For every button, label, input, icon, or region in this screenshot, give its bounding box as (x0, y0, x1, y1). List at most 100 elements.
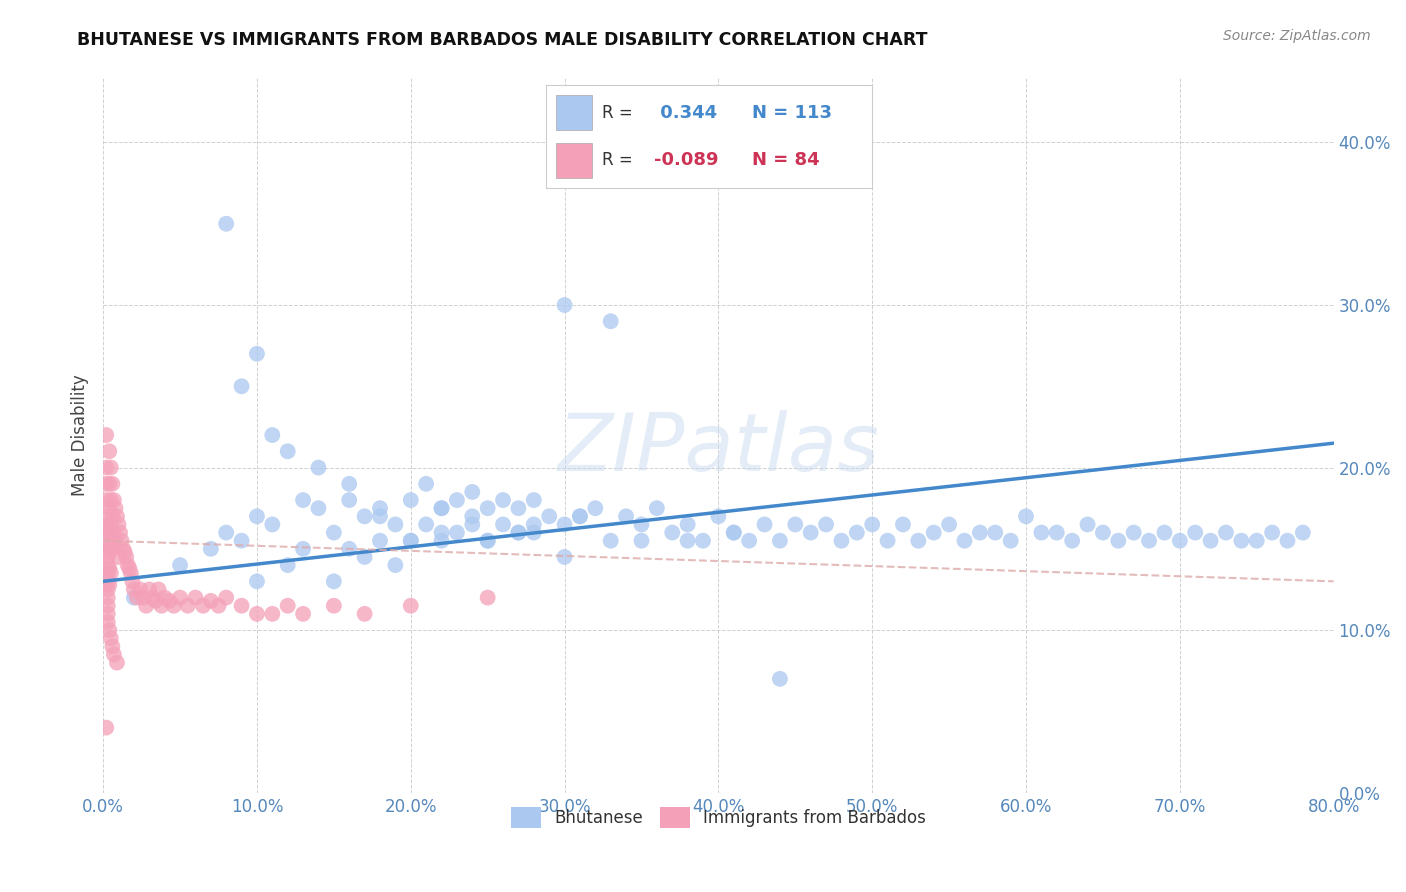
Point (984, 525, 1007, 540)
Point (101, 509, 124, 524)
Point (337, 493, 360, 508)
Point (599, 314, 621, 328)
Point (132, 591, 155, 605)
Point (135, 599, 157, 613)
Point (122, 591, 145, 605)
Point (1000, 533, 1022, 548)
Point (554, 517, 576, 532)
Point (105, 656, 128, 670)
Text: BHUTANESE VS IMMIGRANTS FROM BARBADOS MALE DISABILITY CORRELATION CHART: BHUTANESE VS IMMIGRANTS FROM BARBADOS MA… (77, 31, 928, 49)
Point (120, 566, 142, 581)
Point (177, 599, 200, 613)
Point (461, 509, 484, 524)
Point (785, 517, 807, 532)
Point (1199, 533, 1222, 548)
Point (769, 672, 792, 686)
Point (568, 509, 591, 524)
Point (1230, 533, 1253, 548)
Point (277, 444, 299, 458)
Point (107, 549, 129, 564)
Point (97, 582, 120, 597)
Point (148, 582, 170, 597)
Point (538, 509, 561, 524)
Point (845, 525, 868, 540)
Point (246, 607, 269, 621)
Point (308, 460, 330, 475)
Point (830, 533, 852, 548)
Point (121, 574, 143, 589)
Point (1046, 525, 1069, 540)
Point (277, 599, 299, 613)
Text: ZIPatlas: ZIPatlas (557, 410, 879, 488)
Point (707, 509, 730, 524)
Point (103, 493, 125, 508)
Point (614, 509, 637, 524)
Point (353, 607, 375, 621)
Point (446, 525, 468, 540)
Point (891, 517, 914, 532)
Point (337, 476, 360, 491)
Point (630, 533, 652, 548)
Y-axis label: Male Disability: Male Disability (72, 374, 89, 496)
Point (1091, 525, 1114, 540)
Point (191, 599, 214, 613)
Point (723, 525, 745, 540)
Point (114, 545, 136, 559)
Point (100, 541, 122, 556)
Point (97, 549, 120, 564)
Point (104, 533, 127, 548)
Point (246, 574, 269, 589)
Point (399, 493, 422, 508)
Point (508, 525, 530, 540)
Point (96, 460, 118, 475)
Point (292, 493, 315, 508)
Point (103, 648, 125, 662)
Point (98, 545, 121, 559)
Point (1184, 525, 1206, 540)
Point (100, 566, 122, 581)
Point (322, 599, 344, 613)
Text: Source: ZipAtlas.com: Source: ZipAtlas.com (1223, 29, 1371, 43)
Point (477, 533, 499, 548)
Point (105, 509, 128, 524)
Point (98, 525, 121, 540)
Point (368, 501, 391, 516)
Point (645, 501, 668, 516)
Point (661, 525, 683, 540)
Point (922, 525, 945, 540)
Point (308, 501, 330, 516)
Point (1246, 533, 1268, 548)
Point (769, 533, 792, 548)
Point (101, 476, 124, 491)
Point (108, 525, 131, 540)
Point (1292, 525, 1315, 540)
Point (100, 632, 122, 646)
Point (97, 574, 120, 589)
Point (141, 591, 163, 605)
Point (1076, 517, 1098, 532)
Point (1153, 525, 1175, 540)
Point (430, 501, 453, 516)
Point (723, 525, 745, 540)
Point (938, 517, 960, 532)
Point (169, 591, 191, 605)
Point (1261, 525, 1284, 540)
Point (96, 721, 118, 735)
Point (860, 517, 883, 532)
Point (430, 525, 453, 540)
Point (98, 444, 121, 458)
Point (692, 533, 714, 548)
Point (277, 558, 299, 573)
Point (461, 517, 484, 532)
Point (97, 533, 120, 548)
Point (368, 533, 391, 548)
Point (100, 517, 122, 532)
Point (477, 533, 499, 548)
Point (1015, 509, 1038, 524)
Point (262, 517, 284, 532)
Point (97, 591, 120, 605)
Point (101, 640, 124, 654)
Point (353, 549, 375, 564)
Point (415, 476, 437, 491)
Point (138, 582, 160, 597)
